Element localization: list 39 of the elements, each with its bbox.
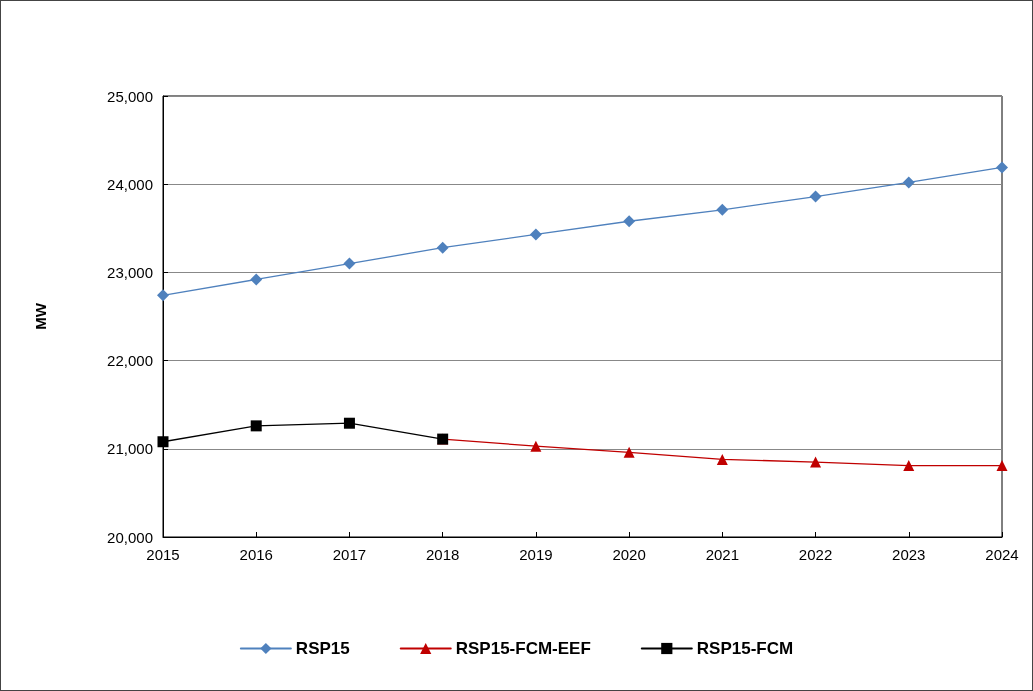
- y-tick-label: 21,000: [107, 440, 153, 458]
- point: [809, 190, 822, 203]
- x-tick-label: 2024: [985, 546, 1019, 563]
- point: [996, 460, 1008, 472]
- x-tick-label: 2022: [798, 546, 833, 563]
- point: [623, 215, 636, 228]
- legend-label: RSP15-FCM: [696, 639, 794, 658]
- y-tick-label: 20,000: [107, 528, 153, 546]
- x-tick-label: 2017: [332, 546, 367, 563]
- x-tick-label: 2023: [892, 546, 926, 563]
- point: [157, 289, 169, 302]
- x-tick-label: 2016: [239, 546, 273, 563]
- point: [623, 446, 635, 458]
- point: [529, 228, 542, 241]
- legend-label: RSP15-FCM-EEF: [455, 639, 591, 658]
- point: [343, 417, 355, 429]
- point: [343, 257, 356, 270]
- x-tick-label: 2019: [519, 546, 553, 563]
- y-tick-label: 22,000: [107, 352, 153, 370]
- point: [530, 440, 542, 452]
- point: [157, 436, 169, 448]
- point: [810, 456, 822, 468]
- point: [903, 460, 915, 472]
- x-tick-label: 2015: [146, 546, 180, 563]
- point: [902, 176, 915, 189]
- y-tick-label: 25,000: [107, 87, 153, 105]
- point: [250, 273, 263, 286]
- point: [716, 453, 728, 465]
- point: [250, 420, 262, 432]
- y-axis-title: MW: [32, 302, 49, 330]
- point: [716, 203, 729, 216]
- x-tick-label: 2018: [425, 546, 460, 563]
- point: [436, 241, 449, 254]
- legend-label: RSP15: [295, 639, 350, 658]
- x-tick-label: 2021: [705, 546, 740, 563]
- point: [996, 161, 1008, 174]
- y-tick-label: 23,000: [107, 263, 153, 281]
- y-tick-label: 24,000: [107, 175, 153, 193]
- x-tick-label: 2020: [612, 546, 646, 563]
